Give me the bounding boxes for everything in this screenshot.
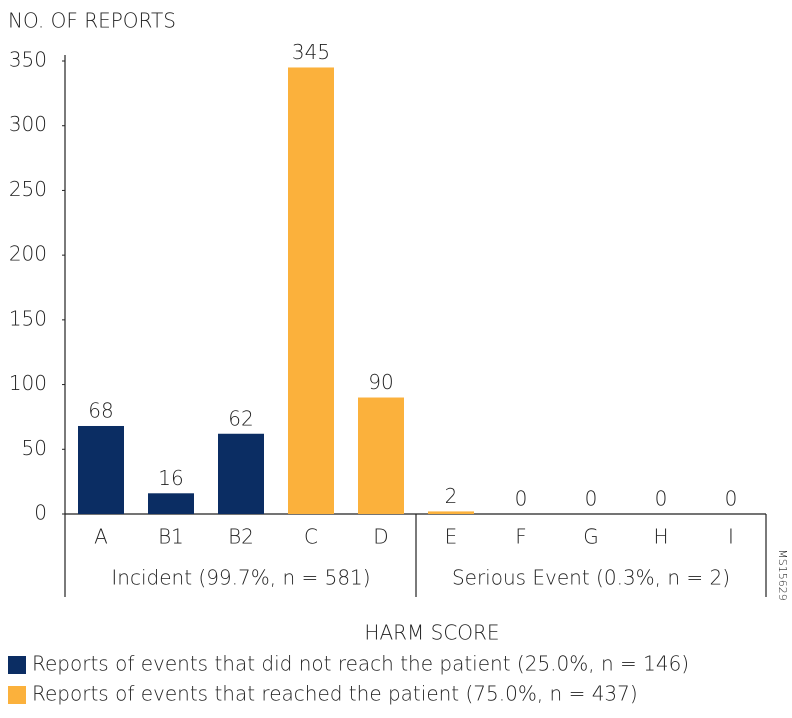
group-label: Serious Event (0.3%, n = 2) <box>452 566 730 590</box>
group-label: Incident (99.7%, n = 581) <box>111 566 370 590</box>
x-tick-label: B1 <box>158 525 184 549</box>
legend-label: Reports of events that reached the patie… <box>32 682 638 706</box>
x-tick-label: B2 <box>228 525 254 549</box>
x-tick-label: I <box>728 525 734 549</box>
bar <box>358 397 404 514</box>
y-tick-label: 350 <box>9 48 47 72</box>
value-label: 0 <box>655 487 668 511</box>
y-tick-label: 50 <box>22 436 47 460</box>
value-label: 2 <box>445 484 458 508</box>
bar <box>148 493 194 514</box>
bar <box>218 433 264 514</box>
x-tick-label: E <box>445 525 458 549</box>
bar <box>428 511 474 514</box>
value-label: 0 <box>725 487 738 511</box>
y-tick-label: 100 <box>9 371 47 395</box>
x-axis-label: HARM SCORE <box>364 621 499 645</box>
legend-label: Reports of events that did not reach the… <box>32 652 689 676</box>
value-label: 0 <box>515 487 528 511</box>
value-label: 62 <box>228 406 253 430</box>
bar <box>78 425 124 514</box>
value-label: 345 <box>292 40 330 64</box>
watermark: MS15629 <box>776 549 789 600</box>
chart-title: NO. OF REPORTS <box>8 9 176 33</box>
x-tick-label: F <box>515 525 527 549</box>
y-tick-label: 300 <box>9 112 47 136</box>
value-label: 90 <box>368 370 393 394</box>
value-label: 16 <box>158 466 183 490</box>
y-tick-label: 250 <box>9 177 47 201</box>
x-tick-label: D <box>373 525 388 549</box>
y-tick-label: 0 <box>34 501 47 525</box>
y-tick-label: 150 <box>9 306 47 330</box>
legend-swatch <box>8 686 26 704</box>
bar <box>288 67 334 514</box>
y-tick-label: 200 <box>9 242 47 266</box>
value-label: 0 <box>585 487 598 511</box>
x-tick-label: G <box>583 525 599 549</box>
x-tick-label: H <box>653 525 668 549</box>
value-label: 68 <box>88 398 113 422</box>
legend-swatch <box>8 656 26 674</box>
x-tick-label: C <box>304 525 318 549</box>
x-tick-label: A <box>94 525 108 549</box>
